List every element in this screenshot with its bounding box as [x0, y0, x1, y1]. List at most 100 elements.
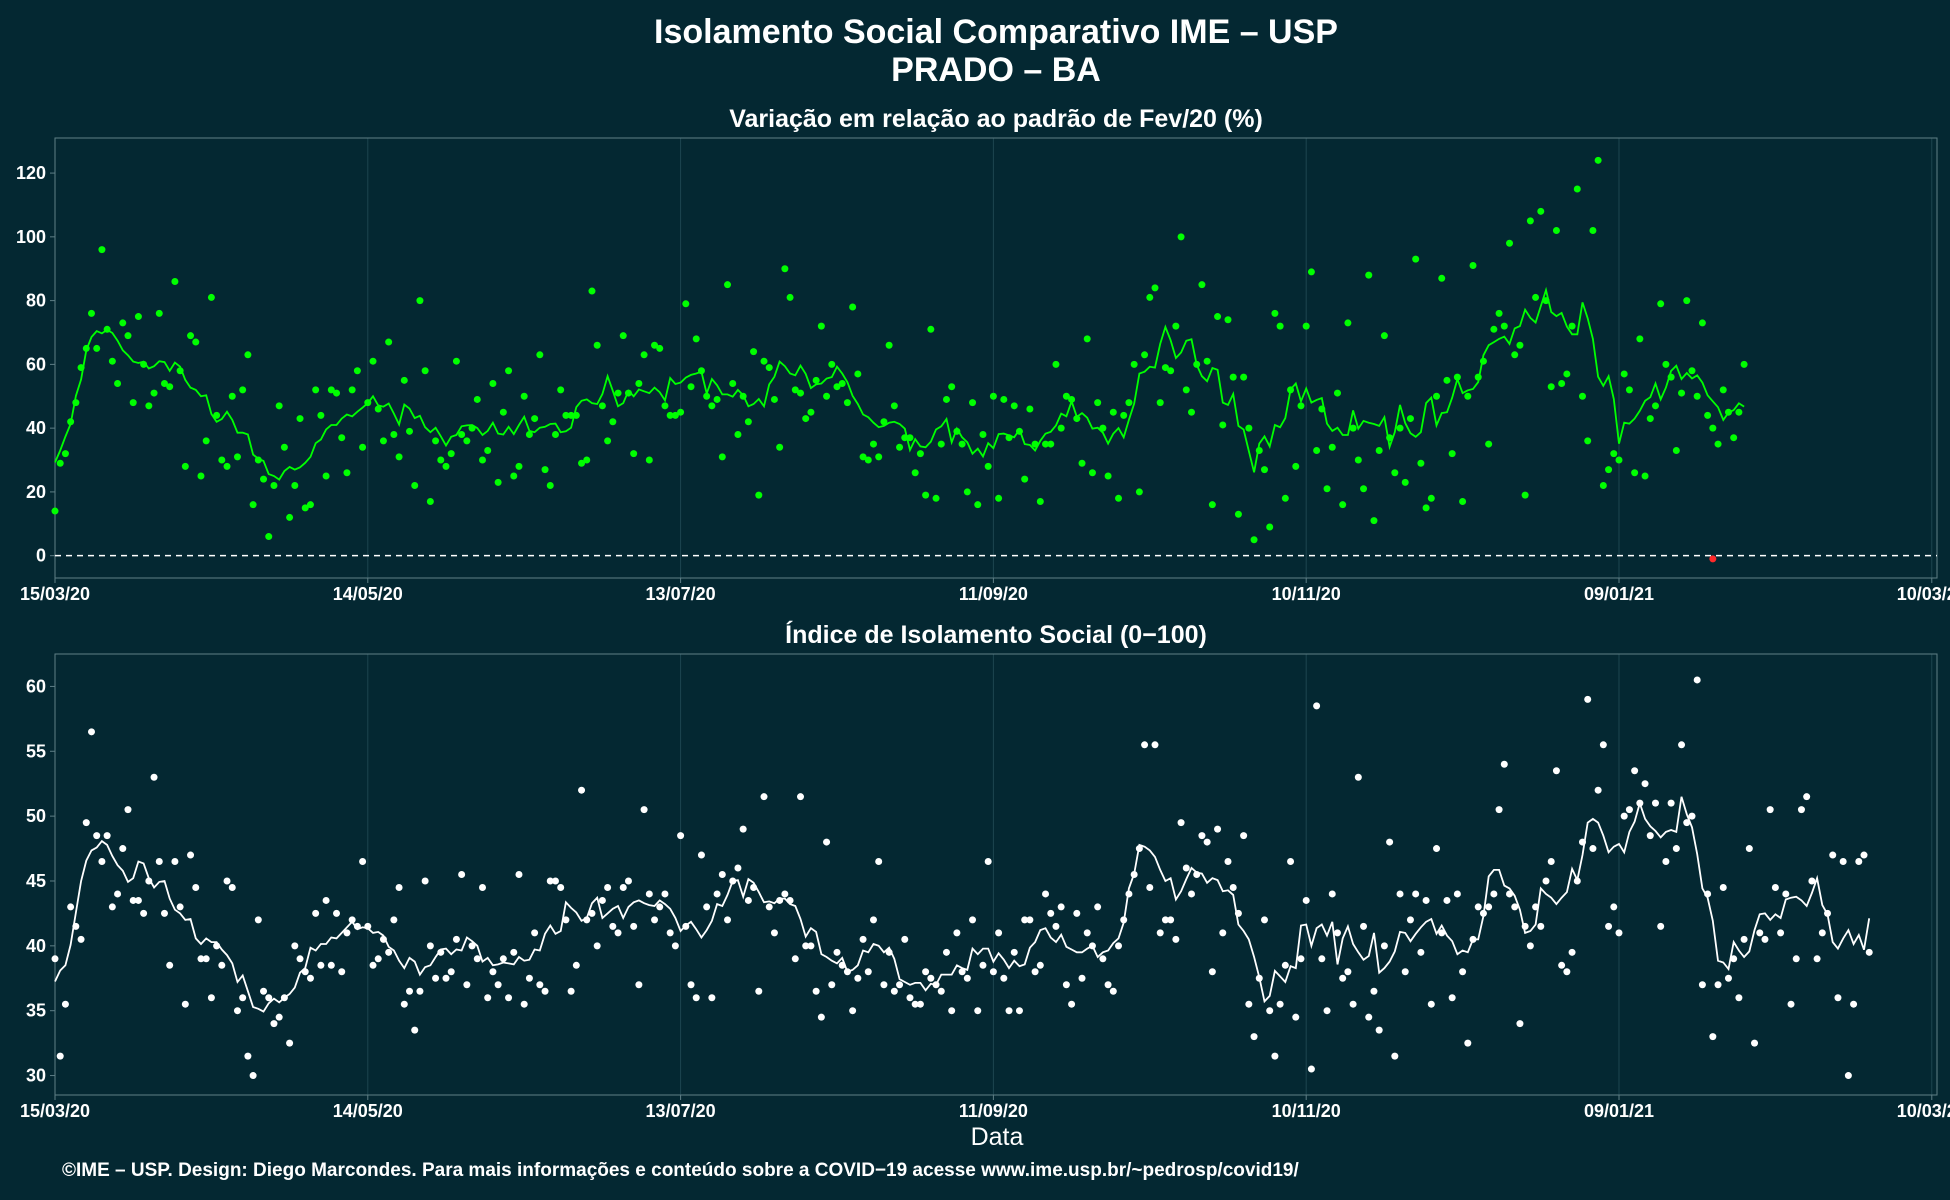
top-data-point: [1115, 494, 1123, 502]
bottom-data-point: [1552, 767, 1560, 775]
bottom-data-point: [160, 909, 168, 917]
top-data-point: [1495, 309, 1503, 317]
bottom-data-point: [1198, 832, 1206, 840]
bottom-data-point: [1751, 1039, 1759, 1047]
top-data-point: [1240, 373, 1248, 381]
bottom-data-point: [494, 981, 502, 989]
top-data-point: [160, 380, 168, 388]
bottom-data-point: [1266, 1007, 1274, 1015]
top-data-point: [1558, 380, 1566, 388]
top-data-point: [1438, 274, 1446, 282]
bottom-data-point: [1563, 968, 1571, 976]
bottom-data-point: [129, 896, 137, 904]
bottom-x-tick-label: 13/07/20: [646, 1101, 716, 1121]
bottom-data-point: [369, 961, 377, 969]
bottom-data-point: [1036, 961, 1044, 969]
bottom-data-point: [1740, 935, 1748, 943]
top-data-point: [817, 322, 825, 330]
top-data-point: [885, 341, 893, 349]
top-data-point: [755, 491, 763, 499]
top-data-point: [322, 472, 330, 480]
bottom-data-point: [327, 961, 335, 969]
top-data-point: [1719, 386, 1727, 394]
top-data-point: [275, 402, 283, 410]
top-data-point: [270, 482, 278, 490]
top-data-point: [864, 456, 872, 464]
top-data-point: [1683, 297, 1691, 305]
bottom-data-point: [1026, 916, 1034, 924]
bottom-data-point: [1172, 935, 1180, 943]
top-data-point: [458, 431, 466, 439]
top-data-point: [677, 408, 685, 416]
bottom-data-point: [1865, 948, 1873, 956]
top-data-point: [505, 367, 513, 375]
top-data-point: [218, 456, 226, 464]
bottom-data-point: [1526, 942, 1534, 950]
top-data-point: [989, 392, 997, 400]
top-data-point: [1276, 322, 1284, 330]
bottom-data-point: [306, 974, 314, 982]
bottom-data-point: [499, 955, 507, 963]
bottom-data-point: [1302, 896, 1310, 904]
top-data-point: [260, 475, 268, 483]
bottom-data-point: [1771, 883, 1779, 891]
top-data-point: [1448, 450, 1456, 458]
bottom-data-point: [51, 955, 59, 963]
top-data-point: [1141, 351, 1149, 359]
bottom-data-point: [1245, 1000, 1253, 1008]
top-x-tick-label: 13/07/20: [646, 584, 716, 604]
top-data-point: [1427, 494, 1435, 502]
bottom-data-point: [896, 981, 904, 989]
top-data-point: [1730, 434, 1738, 442]
bottom-data-point: [1808, 877, 1816, 885]
top-data-point: [510, 472, 518, 480]
bottom-data-point: [239, 994, 247, 1002]
bottom-data-point: [442, 974, 450, 982]
bottom-data-point: [1307, 1065, 1315, 1073]
top-data-point: [1537, 207, 1545, 215]
top-data-point: [124, 332, 132, 340]
top-data-point: [1151, 284, 1159, 292]
bottom-data-point: [1010, 948, 1018, 956]
bottom-data-point: [1568, 948, 1576, 956]
top-data-point: [1094, 399, 1102, 407]
bottom-data-point: [296, 955, 304, 963]
bottom-data-point: [718, 871, 726, 878]
bottom-data-point: [1073, 909, 1081, 917]
bottom-data-point: [802, 942, 810, 950]
top-data-point: [578, 459, 586, 467]
bottom-data-point: [1240, 832, 1248, 840]
bottom-data-point: [515, 871, 523, 878]
top-data-point: [692, 335, 700, 343]
top-data-point: [1610, 450, 1618, 458]
bottom-data-point: [562, 916, 570, 924]
top-data-point: [1360, 485, 1368, 493]
bottom-y-tick-label: 60: [26, 676, 46, 696]
bottom-data-point: [661, 890, 669, 898]
top-data-point: [541, 466, 549, 474]
top-negative-data-point: [1709, 555, 1717, 563]
bottom-data-point: [103, 832, 111, 840]
top-data-point: [1177, 233, 1185, 241]
bottom-data-point: [260, 987, 268, 995]
top-data-point: [1422, 504, 1430, 512]
top-data-point: [228, 392, 236, 400]
top-data-point: [1704, 411, 1712, 419]
bottom-data-point: [1313, 702, 1321, 710]
top-data-point: [1532, 293, 1540, 301]
bottom-data-point: [270, 1020, 278, 1028]
top-data-point: [849, 303, 857, 311]
top-data-point: [708, 402, 716, 410]
bottom-data-point: [864, 968, 872, 976]
bottom-data-point: [1615, 929, 1623, 937]
bottom-data-point: [348, 916, 356, 924]
top-data-point: [51, 507, 59, 515]
top-data-point: [791, 386, 799, 394]
bottom-data-point: [1542, 877, 1550, 885]
bottom-data-point: [1151, 741, 1159, 749]
top-data-point: [1599, 482, 1607, 490]
bottom-data-point: [1730, 955, 1738, 963]
top-data-point: [1130, 360, 1138, 368]
bottom-data-point: [1427, 1000, 1435, 1008]
bottom-data-point: [140, 909, 148, 917]
